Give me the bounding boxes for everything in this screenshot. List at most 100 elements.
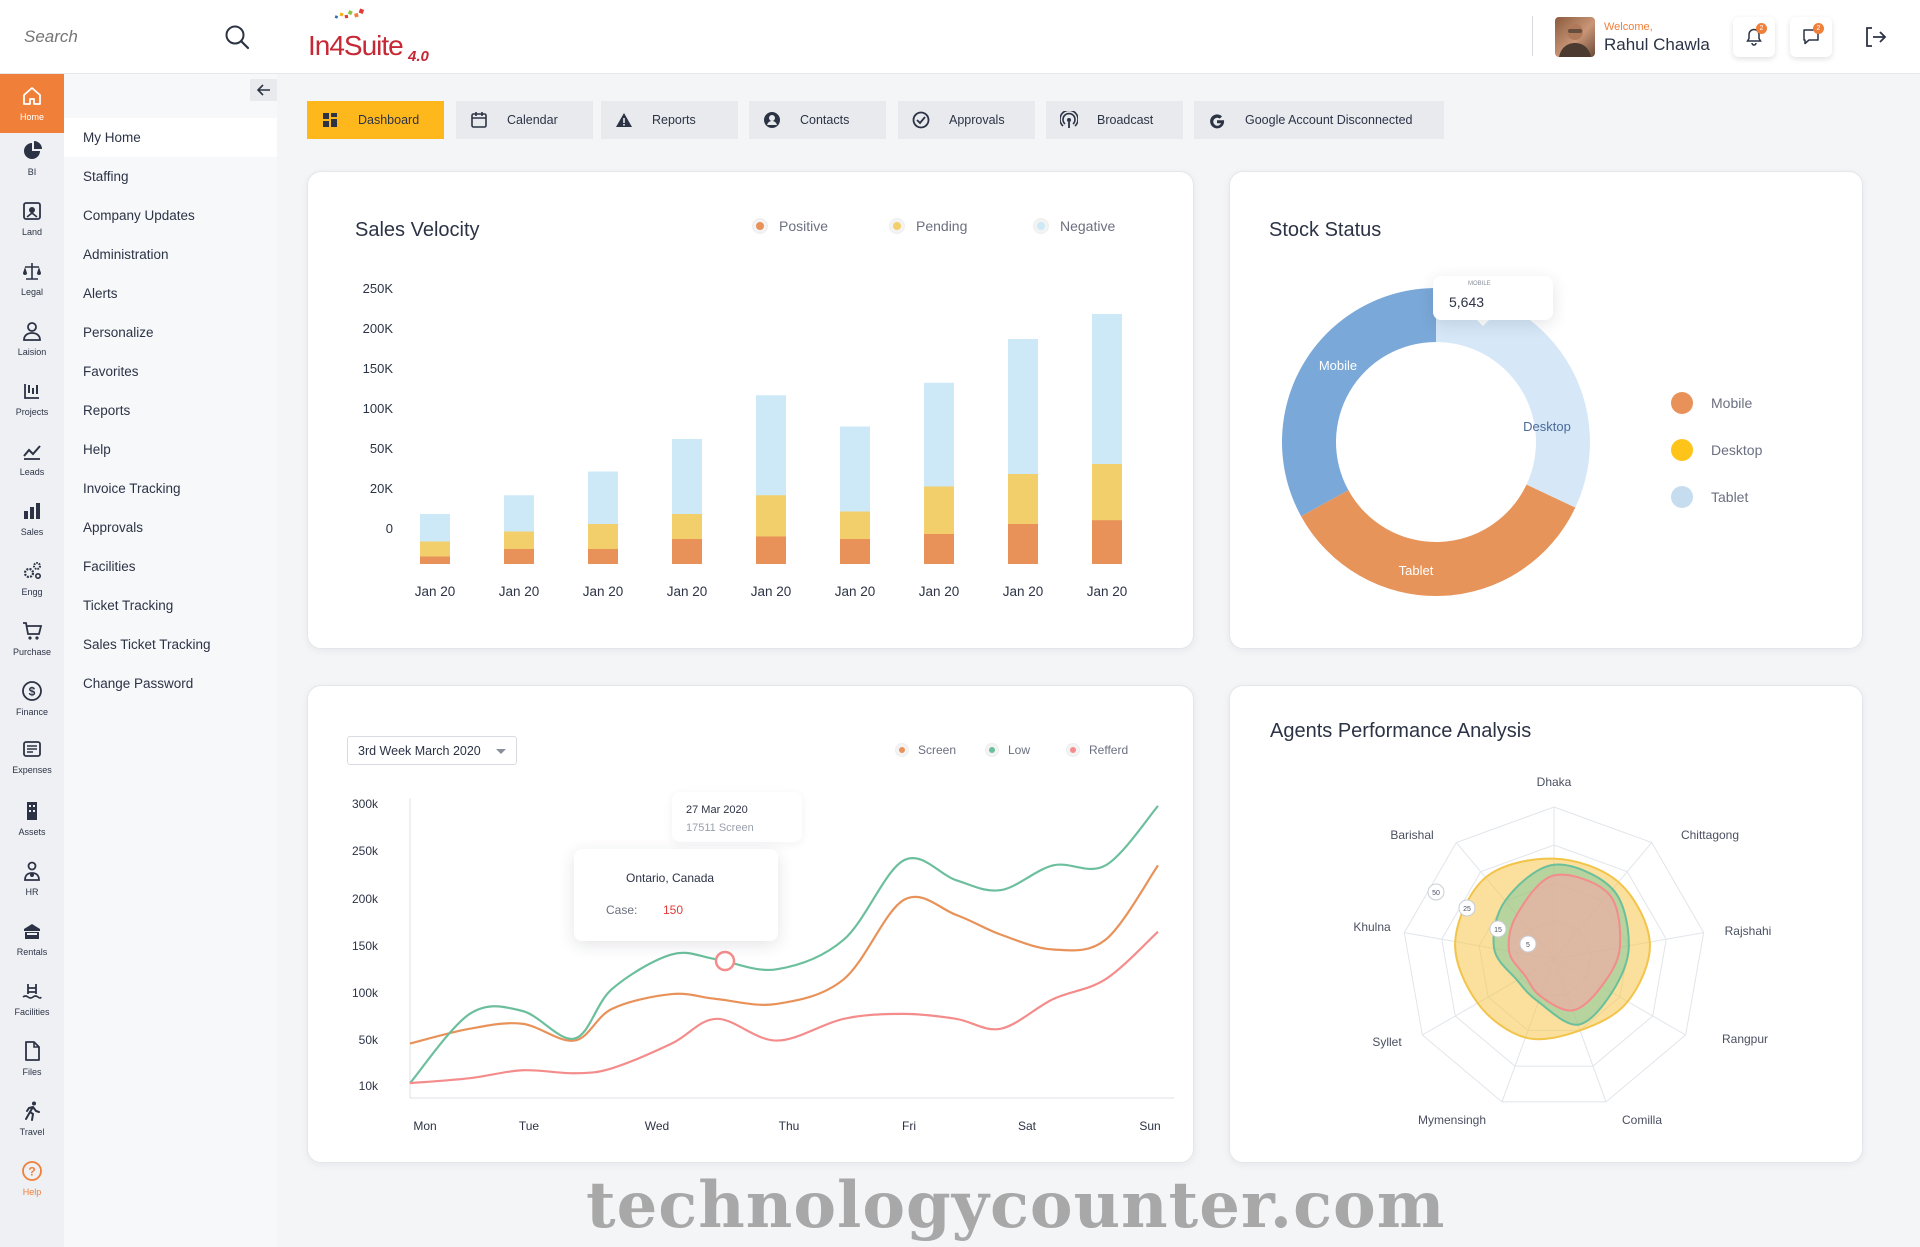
week-select[interactable]: 3rd Week March 2020 (347, 736, 517, 765)
legend-low[interactable]: Low (986, 743, 1030, 757)
rail-item-help[interactable]: ? Help (0, 1150, 64, 1206)
pie-icon (24, 140, 42, 159)
submenu-item-reports[interactable]: Reports (83, 403, 131, 418)
submenu-item-ticket-tracking[interactable]: Ticket Tracking (83, 598, 174, 613)
rail-item-label: Facilities (14, 1006, 50, 1017)
stock-status-card: Stock Status Desktop Tablet Mobile MOBILE … (1229, 171, 1863, 649)
donut-slice-desktop[interactable] (1436, 288, 1590, 508)
donut-slice-tablet[interactable] (1301, 484, 1576, 596)
rail-item-label: Expenses (12, 764, 52, 775)
tab-calendar[interactable]: Calendar (456, 101, 593, 139)
submenu-item-facilities[interactable]: Facilities (83, 559, 136, 574)
x-tick-label: Jan 20 (1087, 584, 1128, 599)
legend-label: Negative (1060, 218, 1116, 234)
rail-item-projects[interactable]: Projects (0, 370, 64, 426)
notifications-button[interactable]: 2 (1733, 17, 1775, 57)
tab-broadcast[interactable]: Broadcast (1046, 101, 1183, 139)
rail-item-purchase[interactable]: Purchase (0, 610, 64, 666)
rail-item-engg[interactable]: Engg (0, 550, 64, 606)
line-screen[interactable] (409, 864, 1159, 1045)
hr-icon (24, 861, 40, 881)
bar-positive[interactable] (1092, 520, 1122, 564)
submenu-item-administration[interactable]: Administration (83, 247, 169, 262)
bar-positive[interactable] (420, 556, 450, 565)
search-input[interactable] (14, 20, 214, 54)
rail-item-travel[interactable]: Travel (0, 1090, 64, 1146)
legend-pending[interactable]: Pending (890, 218, 967, 234)
messages-button[interactable]: 2 (1790, 17, 1832, 57)
x-tick-label: Thu (779, 1119, 800, 1133)
rail-item-legal[interactable]: Legal (0, 250, 64, 306)
rail-item-finance[interactable]: $ Finance (0, 670, 64, 726)
y-tick-label: 50K (370, 441, 393, 456)
legend-label: Screen (918, 743, 957, 757)
tooltip-label: MOBILE (1468, 281, 1491, 287)
legend-mobile[interactable]: Mobile (1671, 392, 1752, 414)
bar-positive[interactable] (672, 539, 702, 564)
search-icon[interactable] (224, 24, 250, 50)
tab-label: Dashboard (358, 113, 420, 127)
rail-item-files[interactable]: Files (0, 1030, 64, 1086)
submenu-item-invoice-tracking[interactable]: Invoice Tracking (83, 481, 181, 496)
submenu-item-company-updates[interactable]: Company Updates (83, 208, 195, 223)
bar-positive[interactable] (840, 539, 870, 564)
submenu-item-change-password[interactable]: Change Password (83, 676, 194, 691)
scale-icon (23, 262, 41, 280)
y-tick-label: 200K (363, 321, 394, 336)
tooltip-value: 5,643 (1449, 294, 1485, 310)
bar-positive[interactable] (504, 549, 534, 564)
legend-negative[interactable]: Negative (1034, 218, 1115, 234)
y-tick-label: 200k (352, 892, 379, 906)
building-icon (27, 801, 37, 820)
radar-area-refferd[interactable] (1507, 873, 1622, 1012)
collapse-menu-button[interactable] (250, 79, 277, 101)
rail-item-leads[interactable]: Leads (0, 430, 64, 486)
bar-positive[interactable] (1008, 524, 1038, 564)
submenu-item-favorites[interactable]: Favorites (83, 364, 139, 379)
rail-item-rentals[interactable]: Rentals (0, 910, 64, 966)
tab-approvals[interactable]: Approvals (898, 101, 1035, 139)
legend-screen[interactable]: Screen (896, 743, 956, 757)
tab-label: Approvals (949, 113, 1005, 127)
rail-item-bi[interactable]: BI (0, 130, 64, 186)
submenu-item-sales-ticket-tracking[interactable]: Sales Ticket Tracking (83, 637, 211, 652)
bar-positive[interactable] (756, 536, 786, 565)
tab-dashboard[interactable]: Dashboard (307, 101, 444, 139)
line-refferd[interactable] (409, 930, 1159, 1085)
bar-positive[interactable] (924, 534, 954, 564)
svg-text:$: $ (29, 684, 36, 698)
submenu-item-alerts[interactable]: Alerts (83, 286, 118, 301)
rail-item-assets[interactable]: Assets (0, 790, 64, 846)
brand-name: In4Suite (308, 30, 404, 61)
rail-item-home[interactable]: Home (0, 74, 64, 133)
tab-contacts[interactable]: Contacts (749, 101, 886, 139)
submenu-item-staffing[interactable]: Staffing (83, 169, 129, 184)
bar-positive[interactable] (588, 549, 618, 564)
rail-item-laision[interactable]: Laision (0, 310, 64, 366)
tab-label: Contacts (800, 113, 850, 127)
tab-reports[interactable]: Reports (601, 101, 738, 139)
legend-refferd[interactable]: Refferd (1067, 743, 1128, 757)
line-low[interactable] (409, 805, 1159, 1084)
tab-google-account-disconnected[interactable]: Google Account Disconnected (1194, 101, 1444, 139)
donut-slice-mobile[interactable] (1282, 288, 1436, 517)
sales-velocity-card: Sales Velocity Positive Pending Negative… (307, 171, 1194, 649)
tab-label: Broadcast (1097, 113, 1154, 127)
submenu-item-personalize[interactable]: Personalize (83, 325, 154, 340)
submenu-item-help[interactable]: Help (83, 442, 111, 457)
hover-point[interactable] (714, 950, 736, 972)
avatar[interactable] (1555, 17, 1595, 57)
x-tick-label: Jan 20 (919, 584, 960, 599)
submenu-item-my-home[interactable]: My Home (64, 118, 277, 157)
rail-item-facilities[interactable]: Facilities (0, 970, 64, 1026)
submenu-item-approvals[interactable]: Approvals (83, 520, 144, 535)
user-name[interactable]: Rahul Chawla (1604, 35, 1710, 54)
rail-item-expenses[interactable]: Expenses (0, 728, 64, 784)
rail-item-land[interactable]: Land (0, 190, 64, 246)
rail-item-hr[interactable]: HR (0, 850, 64, 906)
legend-desktop[interactable]: Desktop (1671, 439, 1762, 461)
legend-positive[interactable]: Positive (753, 218, 828, 234)
rail-item-sales[interactable]: Sales (0, 490, 64, 546)
legend-tablet[interactable]: Tablet (1671, 486, 1748, 508)
logout-icon[interactable] (1862, 24, 1888, 50)
